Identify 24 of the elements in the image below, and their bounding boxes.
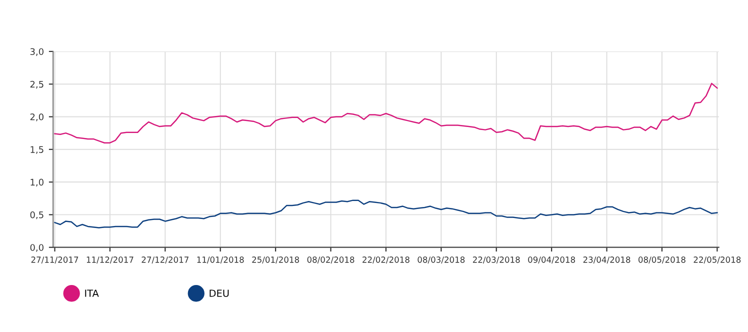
x-tick-label: 27/11/2017 <box>31 256 78 264</box>
y-tick-label: 1,5 <box>30 146 44 154</box>
y-tick-label: 3,0 <box>30 48 44 56</box>
y-tick-label: 2,0 <box>30 113 44 122</box>
line-series <box>54 200 718 228</box>
x-tick-label: 11/01/2018 <box>197 256 244 264</box>
legend-label: DEU <box>210 290 229 297</box>
x-tick-label: 22/05/2018 <box>694 256 741 264</box>
y-tick-label: 2,5 <box>30 80 44 89</box>
y-tick-label: 0,5 <box>30 211 44 220</box>
x-tick-label: 22/02/2018 <box>362 256 410 264</box>
x-tick-label: 09/04/2018 <box>528 256 576 264</box>
y-tick-label: 1,0 <box>30 178 44 187</box>
x-tick-label: 11/12/2017 <box>86 256 134 264</box>
x-tick-label: 08/02/2018 <box>307 256 354 264</box>
x-tick-label: 27/12/2017 <box>142 256 188 264</box>
x-tick-label: 25/01/2018 <box>252 256 300 264</box>
legend-label: ITA <box>85 290 99 297</box>
line-series <box>54 82 718 144</box>
y-tick-label: 0,0 <box>30 244 44 252</box>
x-tick-label: 22/03/2018 <box>472 256 520 264</box>
x-tick-label: 23/04/2018 <box>583 256 630 264</box>
x-tick-label: 08/05/2018 <box>638 256 686 264</box>
x-tick-label: 08/03/2018 <box>418 256 465 264</box>
